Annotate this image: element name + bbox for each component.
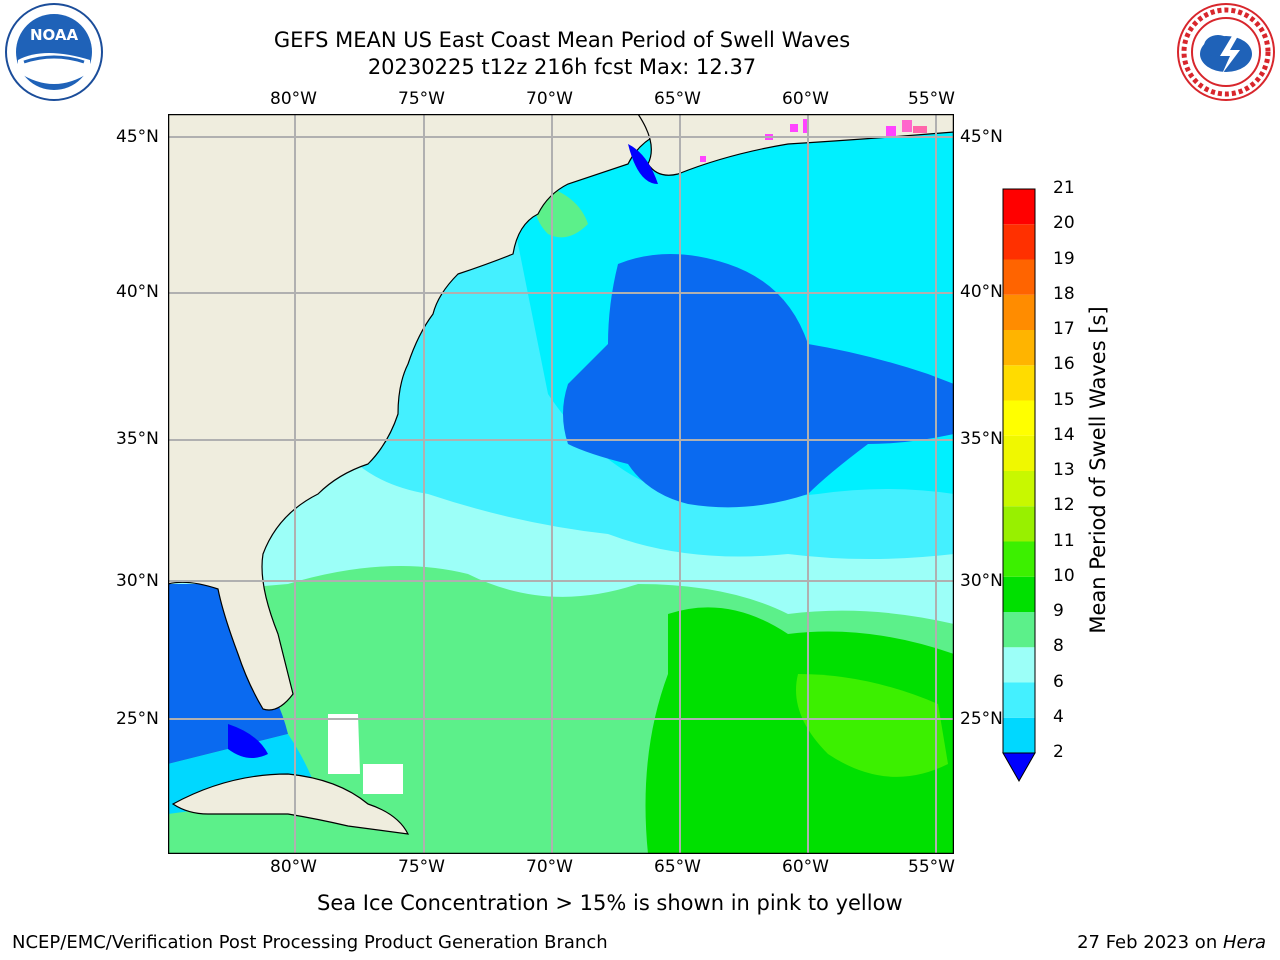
lon-label-bottom-65w: 65°W <box>654 857 701 877</box>
colorbar-tick-label: 21 <box>1053 178 1075 198</box>
swell-region-10-11 <box>645 607 954 854</box>
colorbar-segment <box>1003 506 1035 542</box>
colorbar-segment <box>1003 647 1035 683</box>
colorbar-tick-label: 15 <box>1053 389 1075 410</box>
colorbar-segment <box>1003 541 1035 577</box>
lon-label-top-70w: 70°W <box>526 89 573 109</box>
swell-region-2-4 <box>563 254 954 508</box>
colorbar-tick-label: 10 <box>1053 565 1075 586</box>
colorbar-tick-label: 11 <box>1053 530 1075 551</box>
chart-title: GEFS MEAN US East Coast Mean Period of S… <box>273 28 851 52</box>
footer-host: Hera <box>1222 932 1266 953</box>
colorbar-tick-label: 13 <box>1053 460 1075 480</box>
sea-ice-patch-5 <box>913 126 927 133</box>
colorbar-tick-label: 4 <box>1053 706 1064 727</box>
noaa-logo-text: NOAA <box>30 26 79 44</box>
sea-ice-patch-1 <box>790 124 798 132</box>
lon-label-bottom-75w: 75°W <box>398 857 445 877</box>
colorbar-segment <box>1003 576 1035 612</box>
colorbar-segment <box>1003 365 1035 401</box>
lat-label-left-25n: 25°N <box>116 709 159 729</box>
colorbar <box>1002 188 1036 783</box>
colorbar-tick-label: 18 <box>1053 283 1075 304</box>
colorbar-tick-label: 17 <box>1053 319 1075 339</box>
colorbar-tick-label: 12 <box>1053 495 1075 516</box>
lon-label-bottom-70w: 70°W <box>526 857 573 877</box>
chart-subtitle: 20230225 t12z 216h fcst Max: 12.37 <box>367 55 757 79</box>
lon-label-top-80w: 80°W <box>270 89 317 109</box>
lat-label-left-35n: 35°N <box>116 429 159 449</box>
lon-label-top-60w: 60°W <box>782 89 829 109</box>
colorbar-segment <box>1003 189 1035 225</box>
colorbar-under-arrow <box>1002 752 1036 783</box>
colorbar-segment <box>1003 435 1035 471</box>
sea-ice-caption: Sea Ice Concentration > 15% is shown in … <box>317 891 903 915</box>
colorbar-segment <box>1003 471 1035 507</box>
colorbar-tick-label: 2 <box>1053 742 1064 762</box>
lon-label-top-75w: 75°W <box>398 89 445 109</box>
lat-label-left-45n: 45°N <box>116 127 159 147</box>
noaa-logo: NOAA <box>5 3 103 101</box>
colorbar-tick-label: 6 <box>1053 671 1064 692</box>
colorbar-segment <box>1003 224 1035 260</box>
swell-region-11-12 <box>796 674 948 777</box>
sea-ice-patch-6 <box>700 156 706 162</box>
colorbar-tick-label: 19 <box>1053 248 1075 269</box>
lon-label-bottom-55w: 55°W <box>908 857 955 877</box>
colorbar-segment <box>1003 612 1035 648</box>
lon-label-bottom-80w: 80°W <box>270 857 317 877</box>
lat-label-right-40n: 40°N <box>960 282 1003 302</box>
colorbar-segment <box>1003 330 1035 366</box>
lon-label-top-55w: 55°W <box>908 89 955 109</box>
colorbar-segment <box>1003 682 1035 718</box>
lat-label-left-40n: 40°N <box>116 282 159 302</box>
lat-label-left-30n: 30°N <box>116 571 159 591</box>
nws-logo <box>1177 3 1275 101</box>
sea-ice-patch-4 <box>902 120 912 132</box>
lon-label-bottom-60w: 60°W <box>782 857 829 877</box>
colorbar-tick-label: 20 <box>1053 213 1075 234</box>
colorbar-segment <box>1003 294 1035 330</box>
lat-label-right-45n: 45°N <box>960 127 1003 147</box>
lat-label-right-30n: 30°N <box>960 571 1003 591</box>
colorbar-label: Mean Period of Swell Waves [s] <box>1086 306 1110 634</box>
lat-label-right-25n: 25°N <box>960 709 1003 729</box>
colorbar-tick-label: 16 <box>1053 354 1075 375</box>
graticule <box>168 114 954 854</box>
cuba-land <box>171 773 410 835</box>
lat-label-right-35n: 35°N <box>960 429 1003 449</box>
swell-period-map <box>168 114 954 854</box>
bahamas-bank-1 <box>328 714 360 774</box>
colorbar-tick-label: 14 <box>1053 424 1075 445</box>
bay-of-fundy <box>628 144 658 184</box>
lon-label-top-65w: 65°W <box>654 89 701 109</box>
footer-date: 27 Feb 2023 on Hera <box>1077 932 1266 953</box>
colorbar-tick-label: 8 <box>1053 636 1064 657</box>
footer-date-text: 27 Feb 2023 on <box>1077 932 1223 953</box>
bahamas-bank-2 <box>363 764 403 794</box>
colorbar-segment <box>1003 400 1035 436</box>
map-frame <box>168 114 954 854</box>
colorbar-segments <box>1002 188 1036 754</box>
colorbar-segment <box>1003 717 1035 753</box>
colorbar-segment <box>1003 259 1035 295</box>
gulf-under-patch <box>228 724 268 758</box>
sea-ice-patch-3 <box>886 126 896 136</box>
footer-branch: NCEP/EMC/Verification Post Processing Pr… <box>12 932 608 953</box>
sea-ice-patch-2 <box>803 119 809 133</box>
colorbar-tick-label: 9 <box>1053 601 1064 621</box>
